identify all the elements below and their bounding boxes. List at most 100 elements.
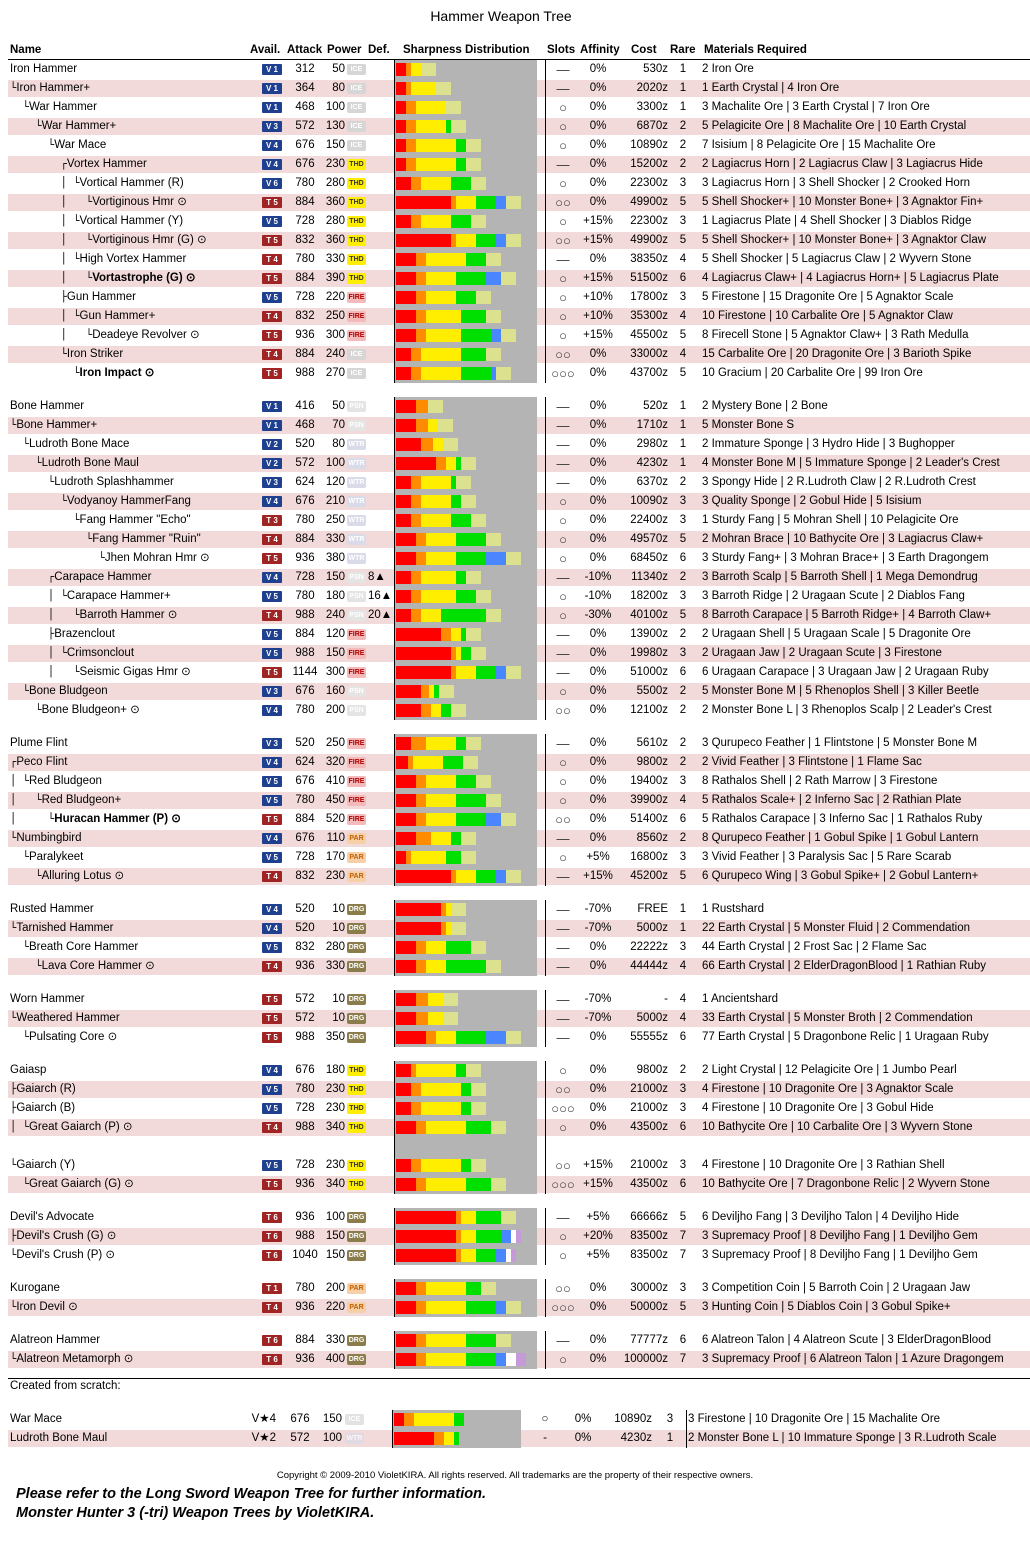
column-divider xyxy=(545,867,546,886)
sharpness-blue xyxy=(496,1353,506,1366)
sharpness-red xyxy=(396,1064,411,1077)
element-power: 450 xyxy=(325,794,345,806)
column-divider xyxy=(394,345,395,364)
weapon-name-cell: │ └Deadeye Revolver ⊙ xyxy=(0,326,252,345)
attack-value: 572 xyxy=(295,457,315,469)
element-power: 300 xyxy=(325,329,345,341)
rarity: 7 xyxy=(679,1249,687,1261)
table-row: │ └Gun Hammer+ T 4 832 250 FIRE ○ +10% 35300z 4 1… xyxy=(0,307,1030,326)
sharpness-bar xyxy=(396,993,458,1006)
weapon-name: Lava Core Hammer ⊙ xyxy=(41,960,155,972)
sharpness-orange xyxy=(416,400,428,413)
tree-connector: │ └ xyxy=(10,794,42,806)
cost: 530z xyxy=(643,63,668,75)
materials: 5 Rathalos Scale+ | 2 Inferno Sac | 2 Ra… xyxy=(702,794,962,806)
sharpness-orange xyxy=(411,1083,421,1096)
materials: 6 Deviljho Fang | 3 Deviljho Talon | 4 D… xyxy=(702,1211,959,1223)
sharpness-yellow xyxy=(446,903,451,916)
availability-badge: V 1 xyxy=(262,83,282,94)
tree-connector: └ xyxy=(10,419,17,431)
sharpness-green xyxy=(451,177,471,190)
affinity: +10% xyxy=(583,310,613,322)
table-row: │ └Vortical Hammer (R) V 6 780 280 THD ○ 0% 223… xyxy=(0,174,1030,193)
weapon-name-cell: └Tarnished Hammer xyxy=(0,919,252,938)
rarity: 3 xyxy=(679,215,687,227)
sharpness-bar xyxy=(396,438,458,451)
cost: 19400z xyxy=(630,775,668,787)
element-power: 390 xyxy=(325,272,345,284)
weapon-name: Ludroth Bone Mace xyxy=(28,438,130,450)
table-row: └Bone Bludgeon V 3 676 160 PSN ○ 0% 5500z 2 5 Mon… xyxy=(0,682,1030,701)
cost: 10890z xyxy=(630,139,668,151)
element-power: 400 xyxy=(325,1353,345,1365)
rarity: 6 xyxy=(679,552,687,564)
element-power: 150 xyxy=(322,1413,342,1425)
column-divider xyxy=(394,663,395,682)
column-divider xyxy=(545,269,546,288)
rarity: 2 xyxy=(679,1064,687,1076)
sharpness-orange xyxy=(416,552,426,565)
sharpness-bar xyxy=(396,941,486,954)
column-divider xyxy=(394,79,395,98)
sharpness-red xyxy=(396,419,416,432)
sharpness-yellow xyxy=(426,775,456,788)
sharpness-red xyxy=(396,367,411,380)
weapon-name-cell: ├Devil's Crush (G) ⊙ xyxy=(0,1227,252,1246)
sharpness-green xyxy=(461,1159,471,1172)
sharpness-orange xyxy=(406,101,416,114)
attack-value: 1144 xyxy=(292,666,318,678)
sharpness-orange xyxy=(411,177,421,190)
attack-value: 936 xyxy=(295,1353,315,1365)
attack-value: 728 xyxy=(295,1159,315,1171)
table-row: │ └Huracan Hammer (P) ⊙ T 5 884 520 FIRE ○○ 0%… xyxy=(0,810,1030,829)
element-power: 150 xyxy=(325,647,345,659)
weapon-name: Alatreon Metamorph ⊙ xyxy=(16,1353,134,1365)
sharpness-orange xyxy=(441,922,446,935)
slots: ○ xyxy=(541,1413,549,1425)
element-power: 230 xyxy=(325,1083,345,1095)
table-row: ├Devil's Crush (G) ⊙ T 6 988 150 DRG ○ +20% 835… xyxy=(0,1227,1030,1246)
element-power: 270 xyxy=(325,367,345,379)
attack-value: 936 xyxy=(295,552,315,564)
footer-credit: Monster Hunter 3 (-tri) Weapon Trees by … xyxy=(16,1505,375,1521)
sharpness-orange xyxy=(416,993,428,1006)
materials: 44 Earth Crystal | 2 Frost Sac | 2 Flame… xyxy=(702,941,927,953)
sharpness-green xyxy=(434,685,439,698)
header-slots: Slots xyxy=(547,44,576,56)
column-divider xyxy=(394,212,395,231)
sharpness-orange xyxy=(404,1413,414,1426)
sharpness-orange xyxy=(411,215,421,228)
element-badge: THD xyxy=(347,273,366,284)
sharpness-dim xyxy=(486,960,501,973)
attack-value: 884 xyxy=(295,348,315,360)
element-power: 280 xyxy=(325,177,345,189)
weapon-name-cell: └Bone Bludgeon+ ⊙ xyxy=(0,701,252,720)
table-row: │ └Vortastrophe (G) ⊙ T 5 884 390 THD ○ +15% 51… xyxy=(0,269,1030,288)
element-power: 210 xyxy=(325,495,345,507)
column-divider xyxy=(545,682,546,701)
attack-value: 832 xyxy=(295,941,315,953)
sharpness-red xyxy=(396,832,416,845)
cost: 22222z xyxy=(630,941,668,953)
sharpness-bar xyxy=(396,903,466,916)
element-badge: THD xyxy=(347,1122,366,1133)
weapon-name-cell: └Vodyanoy HammerFang xyxy=(0,492,252,511)
availability-badge: T 4 xyxy=(262,534,282,545)
weapon-name-cell: │ └Great Gaiarch (P) ⊙ xyxy=(0,1118,252,1137)
weapon-name-cell: └Alluring Lotus ⊙ xyxy=(0,867,252,886)
slots: — xyxy=(556,456,570,471)
sharpness-green xyxy=(461,367,491,380)
sharpness-green xyxy=(443,756,463,769)
sharpness-orange xyxy=(416,1012,428,1025)
table-row: Kurogane T 1 780 200 PAR ○○ 0% 30000z 3 3 Competi… xyxy=(0,1279,1030,1298)
element-badge: PSN xyxy=(347,686,366,697)
header-sharpness: Sharpness Distribution xyxy=(403,44,530,56)
sharpness-dim xyxy=(471,177,486,190)
affinity: 0% xyxy=(589,139,607,151)
availability-badge: T 6 xyxy=(262,1250,282,1261)
column-divider xyxy=(392,1429,393,1448)
sharpness-bar xyxy=(396,419,453,432)
sharpness-yellow xyxy=(426,533,456,546)
column-divider xyxy=(545,79,546,98)
sharpness-dim xyxy=(471,1083,486,1096)
